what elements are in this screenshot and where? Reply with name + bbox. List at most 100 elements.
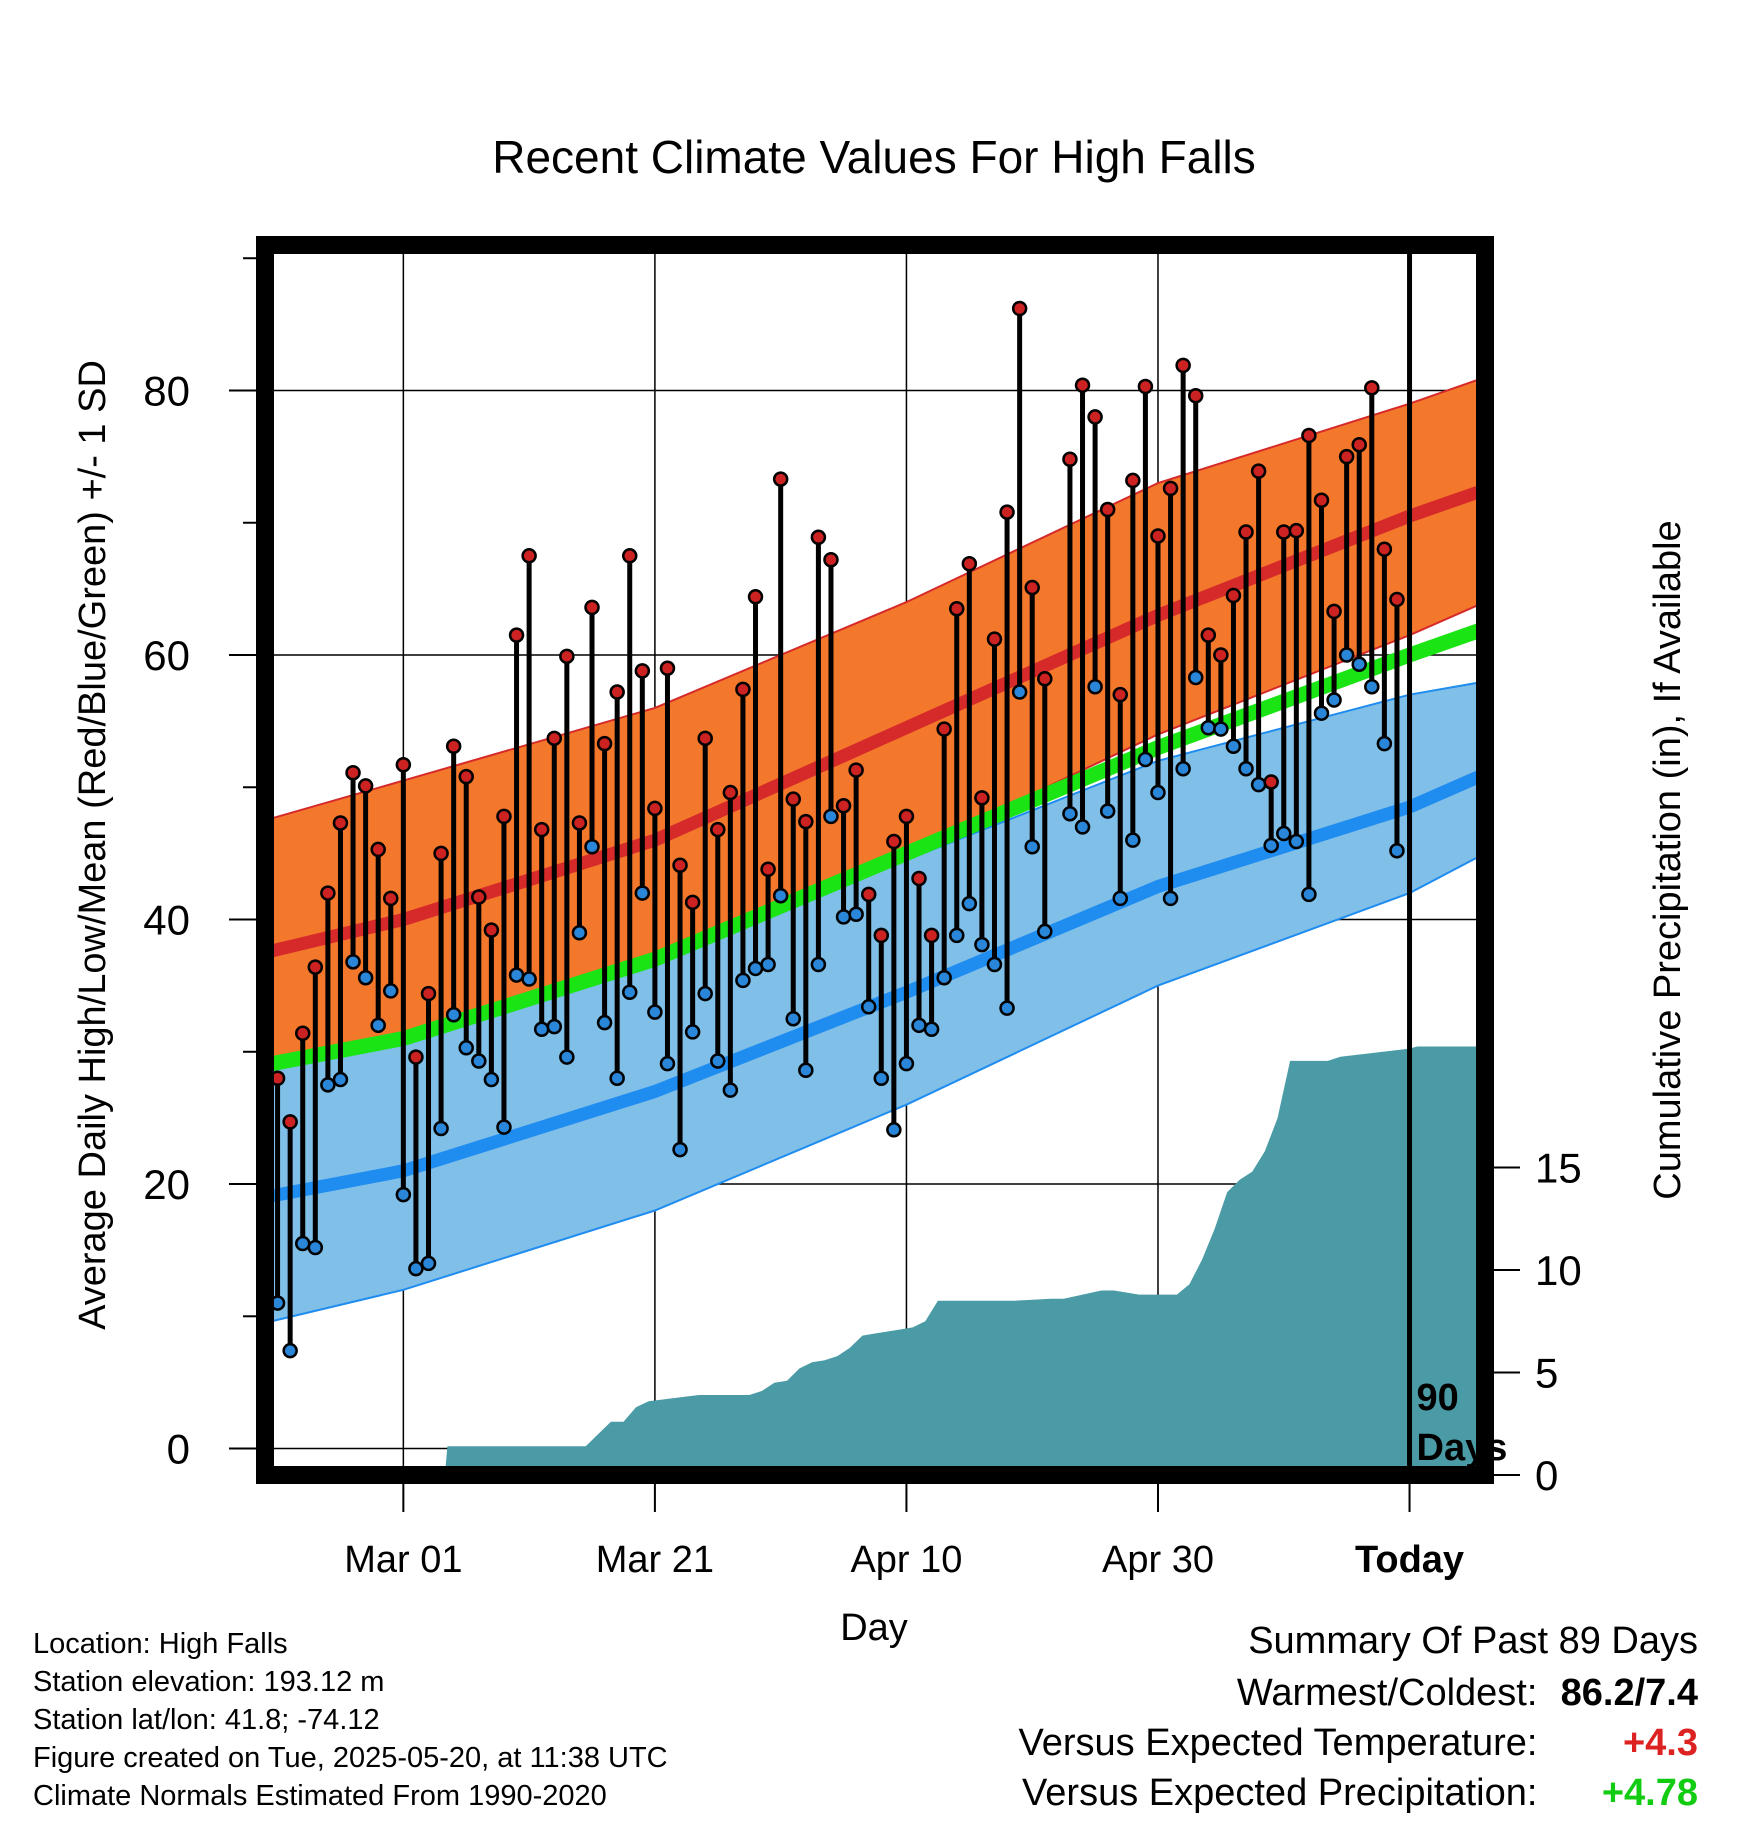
x-axis-label: Day [840,1607,908,1649]
axes: 0 20 40 60 80 0 5 10 15 Mar 01 Mar 21 Apr 10 Apr 30 T… [143,236,1582,1581]
daily-high-point [659,660,676,676]
daily-low-point [383,983,399,999]
daily-high-point [1162,480,1179,497]
daily-high-point [1099,501,1116,518]
daily-low-point [483,1071,500,1088]
y-tick-label: 80 [143,367,190,414]
daily-high-point [710,821,726,838]
daily-high-point [999,504,1015,520]
daily-low-point [471,1053,487,1069]
y2-tick-label: 15 [1535,1145,1582,1192]
daily-low-point [886,1122,902,1138]
daily-low-point [584,839,600,855]
summary-warmest-row: Warmest/Coldest: 86.2/7.4 [1237,1672,1698,1715]
daily-low-point [936,969,952,986]
daily-low-point [1011,684,1028,700]
daily-high-point [395,757,412,773]
daily-low-point [760,956,776,973]
daily-high-point [1062,451,1078,468]
daily-low-point [433,1120,449,1137]
daily-high-point [1301,427,1317,444]
daily-high-point [772,471,789,487]
daily-low-point [1376,735,1393,752]
daily-high-point [1351,436,1367,453]
daily-high-point [1338,448,1355,465]
daily-low-point [1074,819,1091,835]
daily-low-point [710,1053,726,1069]
today-days-number: 90 [1417,1377,1459,1419]
daily-high-point [1150,528,1166,544]
x-tick-label: Mar 21 [596,1539,714,1581]
y-tick-label: 60 [143,632,190,679]
daily-high-point [1263,774,1279,790]
daily-low-point [1187,669,1204,686]
daily-low-point [1125,832,1141,848]
daily-high-point [508,627,525,643]
daily-high-point [1112,686,1129,703]
daily-low-point [420,1255,437,1272]
daily-high-point [320,885,336,901]
daily-low-point [785,1010,801,1027]
daily-low-point [810,956,827,973]
daily-low-point [1087,678,1103,695]
daily-high-point [860,886,877,903]
daily-low-point [974,936,990,953]
daily-low-point [835,909,852,925]
latlon-text: Station lat/lon: 41.8; -74.12 [33,1704,380,1736]
y-tick-label: 40 [143,897,190,944]
daily-high-point [798,813,814,830]
daily-high-point [1137,378,1154,395]
daily-high-point [898,808,915,825]
daily-low-point [735,972,751,989]
daily-low-point [697,985,713,1002]
daily-high-point [383,890,399,907]
daily-low-point [949,927,965,944]
daily-low-point [634,885,651,901]
daily-low-point [357,969,374,986]
daily-low-point [1288,833,1305,850]
daily-high-point [332,815,349,831]
daily-high-point [546,730,563,747]
daily-low-point [458,1040,474,1056]
daily-high-point [1213,647,1229,663]
daily-low-point [1389,842,1405,859]
daily-high-point [986,631,1003,647]
daily-low-point [332,1071,349,1088]
daily-low-point [1062,805,1078,822]
daily-low-point [320,1077,336,1093]
daily-low-point [722,1082,739,1098]
plot-frame [256,236,1494,1484]
daily-high-point [496,808,512,825]
daily-low-point [1351,656,1367,673]
daily-low-point [521,971,537,987]
daily-low-point [1364,678,1380,695]
daily-low-point [1099,803,1116,819]
daily-low-point [395,1186,412,1203]
daily-high-point [634,663,651,679]
daily-low-point [772,887,789,904]
daily-low-point [1250,776,1267,793]
daily-high-point [370,841,386,858]
daily-high-point [1389,591,1405,608]
daily-high-point [911,870,927,887]
y2-tick-label: 10 [1535,1247,1582,1294]
summary-temp-row: Versus Expected Temperature: +4.3 [1019,1722,1698,1765]
daily-high-point [571,815,588,831]
daily-low-point [898,1055,915,1072]
daily-high-point [684,894,701,911]
daily-high-point [974,790,990,806]
daily-low-point [823,808,839,825]
daily-high-point [584,599,600,616]
daily-low-point [747,960,764,977]
daily-high-point [1376,541,1393,557]
daily-high-point [672,857,688,874]
temp-value: +4.3 [1622,1722,1698,1764]
daily-high-point [936,721,952,737]
daily-high-point [345,764,361,781]
daily-high-point [1011,300,1028,317]
daily-low-point [848,906,864,922]
daily-low-point [596,1014,613,1031]
daily-high-point [1364,380,1380,396]
daily-low-point [1313,705,1330,721]
daily-high-point [873,927,890,944]
